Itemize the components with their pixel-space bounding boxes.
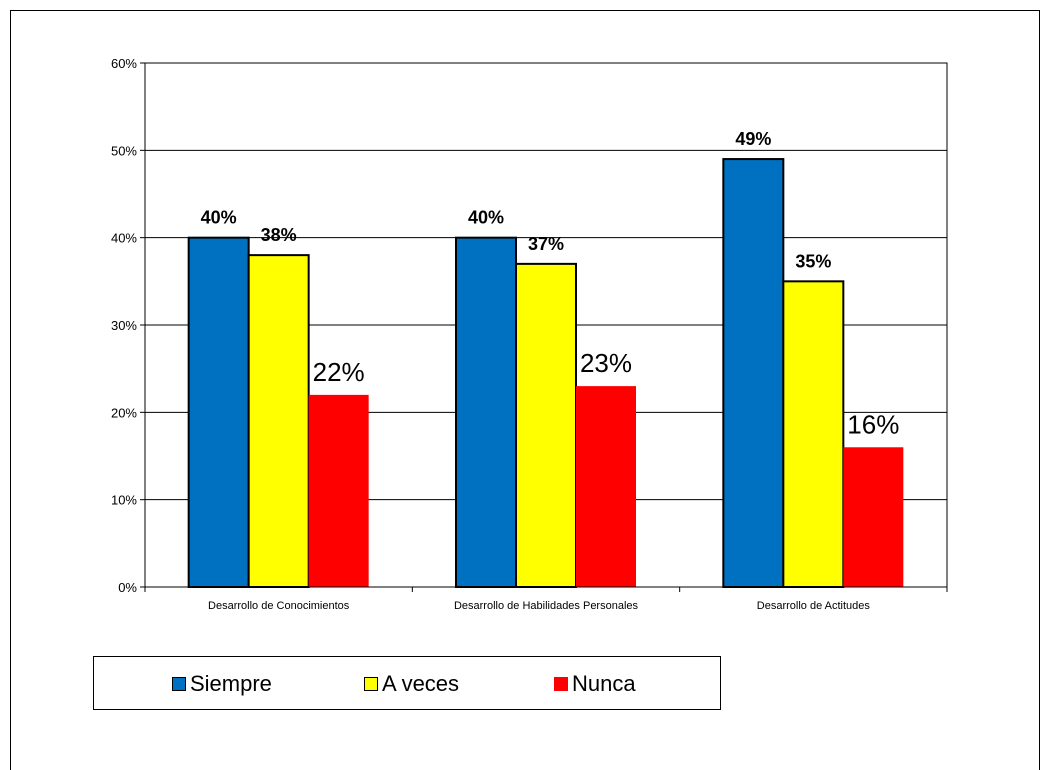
- bar: [782, 280, 845, 588]
- data-label: 38%: [261, 225, 297, 245]
- data-label: 35%: [795, 251, 831, 271]
- y-tick-label: 0%: [118, 580, 137, 595]
- data-label: 16%: [847, 409, 899, 439]
- chart-legend: Siempre A veces Nunca: [93, 656, 721, 710]
- legend-swatch-siempre: [172, 677, 186, 691]
- y-tick-label: 50%: [111, 143, 137, 158]
- legend-label-siempre: Siempre: [190, 671, 272, 696]
- chart-frame: [10, 10, 1040, 770]
- data-label: 49%: [735, 129, 771, 149]
- bar: [247, 254, 310, 588]
- x-tick-label: Desarrollo de Habilidades Personales: [454, 600, 639, 612]
- bar: [515, 262, 577, 588]
- bar: [308, 394, 369, 587]
- plot-border: [144, 62, 948, 588]
- y-tick-label: 30%: [111, 318, 137, 333]
- x-tick-label: Desarrollo de Conocimientos: [208, 600, 350, 612]
- legend-label-a-veces: A veces: [382, 671, 460, 696]
- y-tick-label: 10%: [111, 493, 137, 508]
- legend-swatch-a-veces: [364, 677, 378, 691]
- bar: [843, 447, 904, 587]
- y-tick-label: 20%: [111, 405, 137, 420]
- data-label: 22%: [313, 357, 365, 387]
- bar: [576, 386, 636, 587]
- legend-item-a-veces: A veces: [364, 671, 459, 697]
- bar: [455, 236, 517, 589]
- data-label: 23%: [580, 348, 632, 378]
- legend-label-nunca: Nunca: [572, 671, 636, 696]
- x-tick-label: Desarrollo de Actitudes: [757, 600, 871, 612]
- y-tick-label: 40%: [111, 231, 137, 246]
- data-label: 37%: [528, 234, 564, 254]
- legend-item-nunca: Nunca: [554, 671, 636, 697]
- bar: [722, 158, 785, 588]
- legend-item-siempre: Siempre: [172, 671, 272, 697]
- data-label: 40%: [468, 208, 504, 228]
- data-label: 40%: [201, 208, 237, 228]
- y-tick-label: 60%: [111, 56, 137, 71]
- legend-swatch-nunca: [554, 677, 568, 691]
- bar: [187, 236, 250, 589]
